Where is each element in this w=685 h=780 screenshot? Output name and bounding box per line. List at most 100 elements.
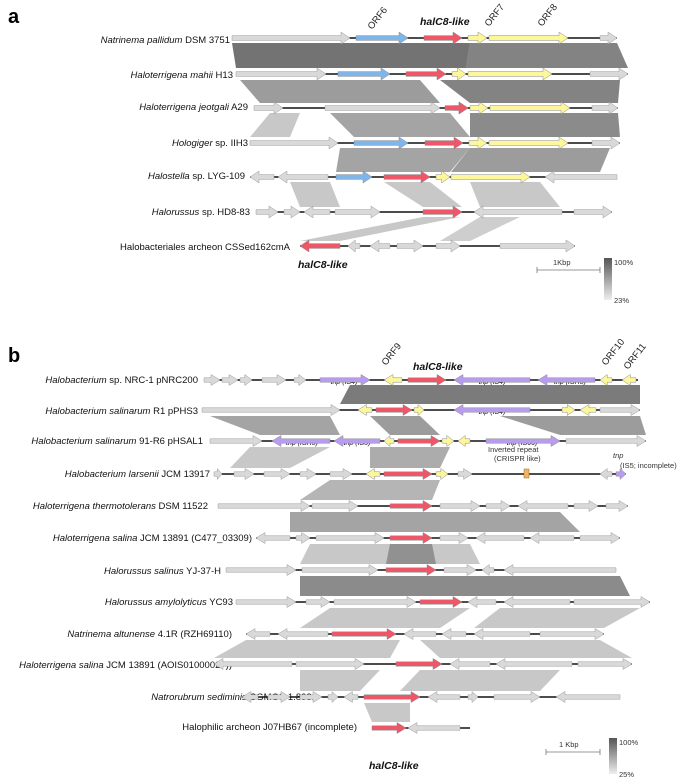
halc8-arrow <box>385 564 437 576</box>
orf9-label: ORF9 <box>380 341 404 368</box>
similarity-link <box>386 544 436 564</box>
gene-arrow <box>439 500 481 512</box>
gene-arrow <box>591 136 621 150</box>
similarity-link <box>340 385 640 404</box>
tnp-label-r2c: tnp (IS66) <box>507 440 538 447</box>
row-label-a2: Haloterrigena jeotgali A29 <box>139 102 248 113</box>
orf-yellow-arrow <box>621 374 637 386</box>
similarity-link <box>230 447 330 468</box>
row-label-b4: Haloterrigena thermotolerans DSM 11522 <box>33 501 208 512</box>
gene-arrow <box>209 435 263 447</box>
gene-arrow <box>305 596 331 608</box>
gene-arrow <box>589 67 629 81</box>
tnp-label-r2a: tnp (ISH3) <box>286 440 318 447</box>
gene-arrow <box>203 374 221 386</box>
gene-arrow <box>333 596 417 608</box>
gene-arrow <box>591 101 619 115</box>
scale-label-b: 1 Kbp <box>559 740 579 749</box>
gene-arrow <box>324 101 441 115</box>
orf-yellow-arrow <box>489 101 571 115</box>
gene-arrow <box>253 101 284 115</box>
inverted-repeat-label: Inverted repeat <box>488 445 539 454</box>
similarity-link <box>232 43 470 68</box>
gene-arrow <box>334 205 381 219</box>
gene-arrow <box>467 596 497 608</box>
similarity-link <box>400 670 560 691</box>
gene-arrow <box>493 691 541 703</box>
gene-arrow <box>544 170 618 184</box>
halc8-bottom-label-a: halC8-like <box>298 259 348 271</box>
orf-yellow-arrow <box>435 170 451 184</box>
gene-arrow <box>427 691 461 703</box>
gene-arrow <box>539 628 605 640</box>
gene-arrow <box>221 374 239 386</box>
gene-arrow <box>249 136 339 150</box>
gene-arrow <box>245 628 271 640</box>
gene-arrow <box>555 691 621 703</box>
row-label-b9: Haloterrigena salina JCM 13891 (AOIS0100… <box>19 660 232 671</box>
orf-yellow-arrow <box>467 31 488 45</box>
gene-arrow <box>315 532 385 544</box>
row-label-b5: Haloterrigena salina JCM 13891 (C477_033… <box>53 533 252 544</box>
orf-yellow-arrow <box>435 467 449 481</box>
gene-arrow <box>449 658 491 670</box>
gene-arrow <box>343 691 359 703</box>
orf-yellow-arrow <box>579 404 597 416</box>
gene-arrow <box>396 239 424 253</box>
row-label-a0: Natrinema pallidum DSM 3751 <box>101 35 230 46</box>
gene-arrow <box>241 691 259 703</box>
row-label-a3: Hologiger sp. IIH3 <box>172 138 248 149</box>
similarity-link <box>370 447 450 468</box>
gene-arrow <box>347 239 361 253</box>
orf6-label: ORF6 <box>366 5 390 32</box>
gene-arrow <box>579 532 621 544</box>
tnp-annot: tnp <box>613 451 623 460</box>
gene-arrow <box>473 628 531 640</box>
gene-arrow <box>217 500 311 512</box>
gene-arrow <box>255 532 291 544</box>
similarity-links <box>210 43 646 722</box>
gene-arrow <box>473 205 563 219</box>
gene-arrow <box>457 468 473 480</box>
scale-bar-a: 1Kbp <box>536 258 601 273</box>
halc8-arrow <box>389 532 433 544</box>
identity-legend-b: 100% 25% <box>609 738 639 779</box>
similarity-link <box>440 80 620 103</box>
orf-yellow-arrow <box>413 403 425 417</box>
row-label-a1: Haloterrigena mahii H13 <box>131 70 233 81</box>
gene-arrow <box>261 374 287 386</box>
row-label-b8: Natrinema altunense 4.1R (RZH69110) <box>67 629 232 640</box>
gene-arrow <box>475 532 525 544</box>
orf-yellow-arrow <box>468 136 488 150</box>
halc8-arrow <box>419 596 463 608</box>
gene-arrow <box>503 564 617 576</box>
similarity-link <box>300 670 380 691</box>
gene-arrow <box>485 500 511 512</box>
gene-arrow <box>263 468 291 480</box>
orf8-label: ORF8 <box>536 2 560 29</box>
orf-yellow-arrow <box>561 404 576 416</box>
gene-arrow <box>439 532 469 544</box>
gene-arrow <box>565 435 647 447</box>
gene-arrow <box>295 532 311 544</box>
gene-arrow <box>441 628 467 640</box>
row-label-b7: Halorussus amylolyticus YC93 <box>105 597 233 608</box>
gene-arrow <box>267 691 291 703</box>
orf-yellow-arrow <box>457 434 471 448</box>
tnp-arrow <box>453 404 531 416</box>
gene-arrow <box>293 373 307 387</box>
halc8-arrow <box>331 628 397 640</box>
similarity-link <box>214 640 400 658</box>
similarity-link <box>300 217 460 241</box>
gene-arrow <box>225 564 297 576</box>
halc8-label-b: halC8-like <box>413 361 463 373</box>
scale-bar-b: 1 Kbp <box>545 740 601 755</box>
tnp-label-r0a: tnp (IS4) <box>331 379 358 386</box>
orf-blue-arrow <box>353 136 409 150</box>
panel-a-letter: a <box>8 6 20 28</box>
gene-arrow <box>303 205 331 219</box>
gene-arrow <box>295 658 365 670</box>
halc8-arrow <box>363 691 421 703</box>
gene-arrow <box>495 658 573 670</box>
